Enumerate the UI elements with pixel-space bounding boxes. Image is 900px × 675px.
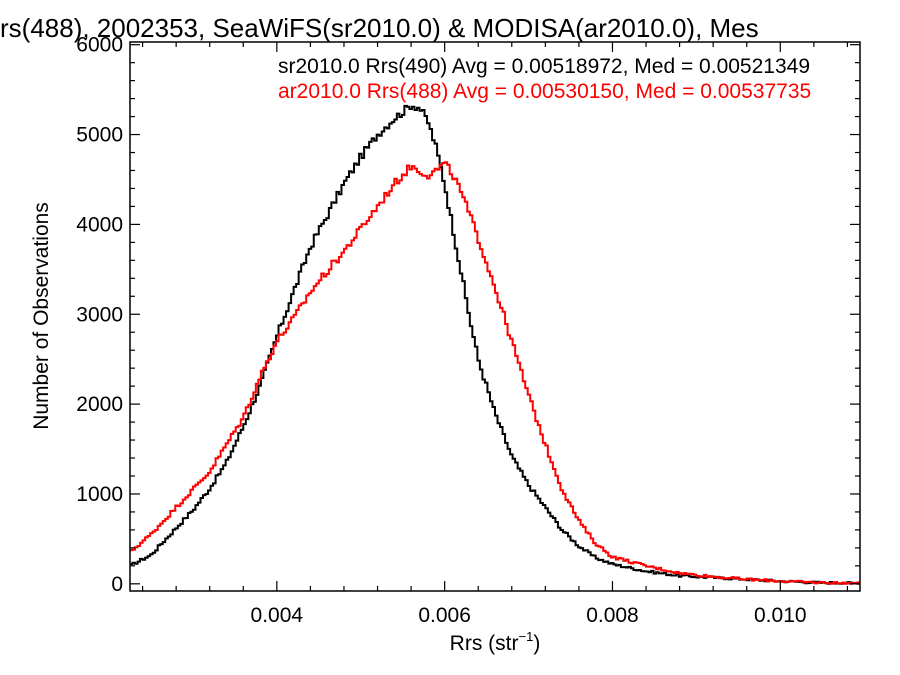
series-line-1 bbox=[130, 161, 860, 585]
y-tick-label: 3000 bbox=[76, 303, 123, 326]
plot-frame bbox=[129, 41, 861, 592]
y-tick-label: 4000 bbox=[76, 213, 123, 236]
y-axis-label: Number of Observations bbox=[30, 202, 53, 430]
series-lines bbox=[130, 104, 860, 585]
y-tick-label: 0 bbox=[111, 573, 123, 596]
legend-entry-ar2010: ar2010.0 Rrs(488) Avg = 0.00530150, Med … bbox=[278, 80, 811, 103]
legend: sr2010.0 Rrs(490) Avg = 0.00518972, Med … bbox=[278, 55, 811, 103]
x-tick-label: 0.006 bbox=[418, 604, 471, 627]
chart-title: rs(488), 2002353, SeaWiFS(sr2010.0) & MO… bbox=[0, 13, 759, 43]
y-ticks: 0 1000 2000 3000 4000 5000 6000 bbox=[76, 34, 860, 596]
x-ticks: 0.004 0.006 0.008 0.010 bbox=[141, 42, 849, 627]
y-tick-label: 5000 bbox=[76, 124, 123, 147]
plot-area bbox=[129, 41, 861, 592]
legend-entry-sr2010: sr2010.0 Rrs(490) Avg = 0.00518972, Med … bbox=[278, 55, 810, 78]
x-axis-label: Rrs (str−1) bbox=[450, 629, 541, 655]
x-tick-label: 0.010 bbox=[754, 604, 807, 627]
series-line-0 bbox=[130, 104, 860, 585]
y-tick-label: 2000 bbox=[76, 393, 123, 416]
x-tick-label: 0.008 bbox=[586, 604, 639, 627]
x-tick-label: 0.004 bbox=[251, 604, 304, 627]
y-tick-label: 6000 bbox=[76, 34, 123, 57]
y-tick-label: 1000 bbox=[76, 483, 123, 506]
